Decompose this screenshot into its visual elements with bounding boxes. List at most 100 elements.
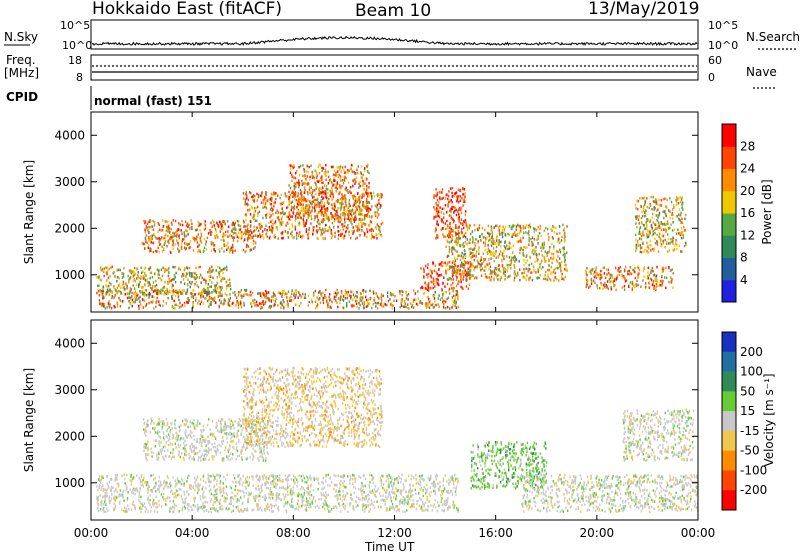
echo-cell: [210, 233, 212, 236]
echo-cell: [215, 290, 217, 293]
echo-cell: [262, 216, 264, 220]
echo-cell: [658, 211, 661, 215]
echo-cell: [443, 303, 445, 306]
echo-cell: [146, 278, 149, 281]
echo-cell: [143, 242, 145, 246]
echo-cell: [220, 269, 222, 272]
echo-cell: [657, 224, 660, 228]
echo-cell: [307, 487, 309, 490]
echo-cell: [473, 277, 476, 280]
echo-cell: [453, 246, 455, 250]
echo-cell: [429, 268, 431, 272]
echo-cell: [329, 194, 331, 197]
echo-cell: [277, 304, 279, 307]
echo-cell: [247, 209, 249, 212]
echo-cell: [190, 292, 192, 295]
echo-cell: [276, 228, 278, 232]
echo-cell: [357, 227, 359, 231]
echo-cell: [684, 229, 686, 232]
echo-cell: [245, 229, 247, 233]
echo-cell: [454, 240, 456, 243]
echo-cell: [142, 293, 144, 296]
echo-cell: [222, 233, 224, 237]
echo-cell: [293, 292, 295, 295]
echo-cell: [368, 201, 371, 204]
echo-cell: [366, 235, 368, 239]
echo-cell: [281, 292, 283, 296]
echo-cell: [664, 197, 666, 201]
echo-cell: [143, 294, 146, 298]
echo-cell: [186, 288, 189, 291]
echo-cell: [447, 489, 449, 493]
echo-cell: [373, 296, 376, 300]
echo-cell: [330, 237, 333, 240]
echo-cell: [515, 228, 517, 231]
echo-cell: [565, 267, 567, 270]
echo-cell: [116, 286, 119, 289]
echo-cell: [501, 254, 503, 257]
echo-cell: [504, 270, 506, 274]
echo-cell: [309, 191, 311, 194]
echo-cell: [275, 211, 277, 215]
echo-cell: [524, 276, 526, 279]
echo-cell: [269, 235, 271, 239]
echo-cell: [297, 204, 299, 207]
echo-cell: [451, 229, 453, 232]
echo-cell: [144, 274, 146, 277]
echo-cell: [363, 167, 366, 170]
echo-cell: [360, 220, 362, 223]
echo-cell: [604, 281, 606, 285]
echo-cell: [343, 178, 346, 181]
echo-cell: [369, 208, 371, 211]
echo-cell: [547, 227, 549, 231]
echo-cell: [529, 276, 531, 279]
echo-cell: [309, 201, 312, 205]
echo-cell: [116, 269, 118, 272]
echo-cell: [537, 237, 539, 240]
echo-cell: [410, 477, 412, 481]
echo-cell: [186, 242, 188, 246]
echo-cell: [254, 246, 256, 249]
echo-cell: [653, 249, 655, 252]
echo-cell: [472, 265, 474, 268]
echo-cell: [442, 479, 444, 483]
echo-cell: [378, 232, 380, 236]
echo-cell: [327, 182, 330, 185]
echo-cell: [529, 256, 531, 259]
echo-cell: [448, 230, 450, 233]
echo-cell: [376, 203, 378, 207]
echo-cell: [213, 224, 215, 227]
echo-cell: [102, 287, 104, 291]
echo-cell: [106, 285, 108, 288]
echo-cell: [564, 255, 566, 258]
echo-cell: [655, 202, 657, 205]
echo-cell: [475, 250, 478, 253]
echo-cell: [132, 301, 135, 304]
echo-cell: [436, 198, 439, 202]
echo-cell: [272, 299, 274, 302]
echo-cell: [343, 168, 345, 172]
echo-cell: [232, 497, 235, 501]
echo-cell: [110, 487, 112, 491]
echo-cell: [589, 285, 591, 288]
echo-cell: [345, 226, 348, 229]
echo-cell: [343, 175, 345, 179]
echo-cell: [236, 219, 239, 223]
echo-cell: [380, 234, 383, 238]
echo-cell: [363, 301, 365, 304]
echo-cell: [366, 230, 369, 234]
echo-cell: [246, 237, 249, 240]
echo-cell: [262, 292, 265, 295]
echo-cell: [435, 278, 437, 281]
echo-cell: [563, 240, 566, 244]
echo-cell: [377, 214, 379, 217]
echo-cell: [321, 218, 323, 222]
echo-cell: [282, 236, 284, 240]
echo-cell: [464, 269, 466, 272]
echo-cell: [322, 190, 324, 193]
echo-cell: [227, 284, 229, 287]
echo-cell: [426, 284, 428, 287]
echo-cell: [142, 290, 144, 293]
echo-cell: [437, 274, 439, 277]
echo-cell: [362, 203, 364, 207]
